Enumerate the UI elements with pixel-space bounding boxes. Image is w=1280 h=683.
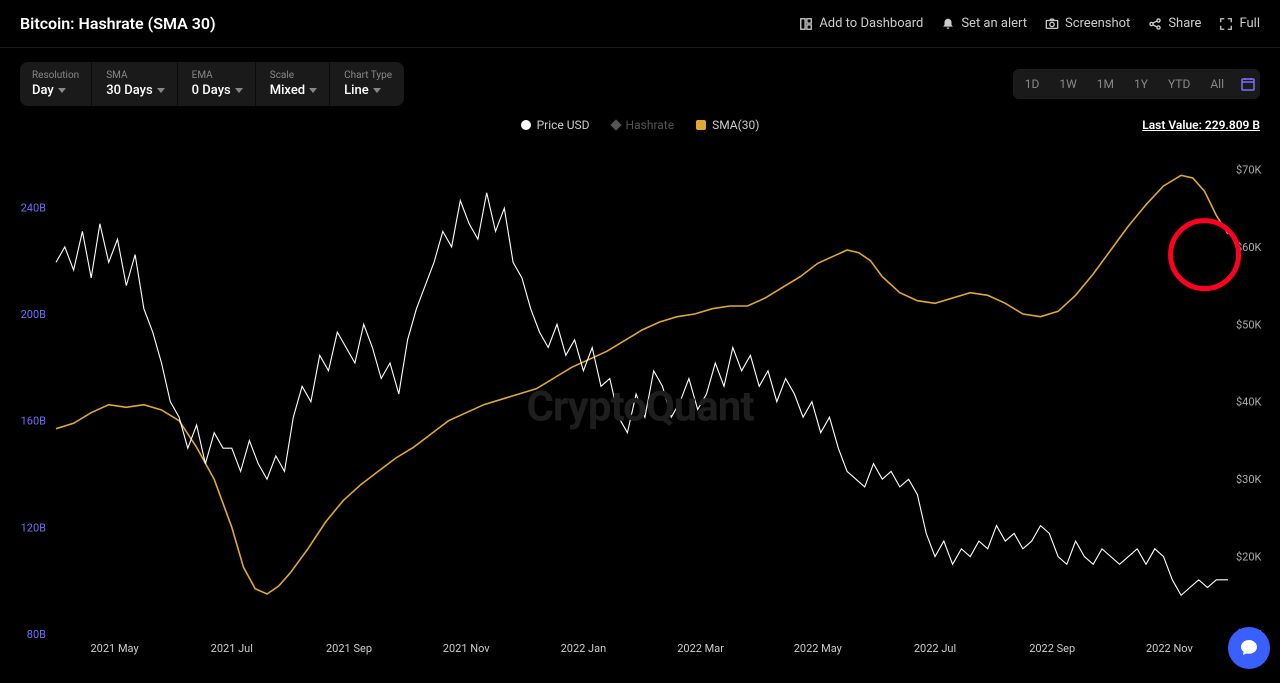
header: Bitcoin: Hashrate (SMA 30) Add to Dashbo… bbox=[0, 0, 1280, 48]
set-alert-button[interactable]: Set an alert bbox=[941, 16, 1027, 31]
svg-text:2021 May: 2021 May bbox=[91, 642, 140, 655]
chevron-down-icon bbox=[309, 88, 317, 93]
svg-text:160B: 160B bbox=[21, 415, 47, 428]
chart-type-value: Line bbox=[344, 83, 369, 98]
svg-text:200B: 200B bbox=[21, 308, 47, 321]
chart-area[interactable]: CryptoQuant 80B120B160B200B240B$10K$20K$… bbox=[0, 134, 1280, 679]
svg-text:2021 Nov: 2021 Nov bbox=[443, 642, 490, 655]
legend-sma-label: SMA(30) bbox=[712, 118, 759, 132]
header-actions: Add to Dashboard Set an alert Screenshot… bbox=[799, 16, 1260, 31]
svg-text:$20K: $20K bbox=[1236, 551, 1262, 564]
svg-text:$50K: $50K bbox=[1236, 318, 1262, 331]
legend-hashrate-label: Hashrate bbox=[626, 118, 675, 132]
sma-label: SMA bbox=[106, 70, 164, 81]
chevron-down-icon bbox=[157, 88, 165, 93]
calendar-icon[interactable] bbox=[1240, 76, 1256, 92]
add-to-dashboard-button[interactable]: Add to Dashboard bbox=[799, 16, 923, 31]
resolution-dropdown[interactable]: Resolution Day bbox=[20, 62, 92, 106]
legend-hashrate[interactable]: Hashrate bbox=[612, 118, 675, 132]
svg-text:240B: 240B bbox=[21, 201, 47, 214]
svg-text:120B: 120B bbox=[21, 521, 47, 534]
resolution-label: Resolution bbox=[32, 70, 79, 81]
svg-text:$30K: $30K bbox=[1236, 473, 1262, 486]
svg-text:2022 Sep: 2022 Sep bbox=[1029, 642, 1075, 655]
add-to-dashboard-label: Add to Dashboard bbox=[819, 16, 923, 31]
chart-type-label: Chart Type bbox=[344, 70, 392, 81]
chat-icon bbox=[1239, 638, 1259, 658]
fullscreen-button[interactable]: Full bbox=[1219, 16, 1260, 31]
camera-icon bbox=[1045, 17, 1059, 31]
range-ytd[interactable]: YTD bbox=[1160, 73, 1198, 95]
svg-text:2022 Jul: 2022 Jul bbox=[914, 642, 956, 655]
svg-text:2021 Sep: 2021 Sep bbox=[326, 642, 372, 655]
legend-sma[interactable]: SMA(30) bbox=[696, 118, 759, 132]
legend-price[interactable]: Price USD bbox=[521, 118, 590, 132]
legend: Price USD Hashrate SMA(30) Last Value: 2… bbox=[0, 114, 1280, 134]
last-value: Last Value: 229.809 B bbox=[1142, 118, 1260, 132]
toolbar: Resolution Day SMA 30 Days EMA 0 Days Sc… bbox=[0, 48, 1280, 114]
svg-text:2022 Mar: 2022 Mar bbox=[677, 642, 724, 655]
legend-square-icon bbox=[696, 120, 706, 130]
range-1d[interactable]: 1D bbox=[1017, 73, 1048, 95]
dashboard-icon bbox=[799, 17, 813, 31]
sma-value: 30 Days bbox=[106, 83, 152, 98]
svg-text:2022 Jan: 2022 Jan bbox=[561, 642, 607, 655]
chart-type-dropdown[interactable]: Chart Type Line bbox=[332, 62, 404, 106]
share-label: Share bbox=[1168, 16, 1201, 31]
bell-icon bbox=[941, 17, 955, 31]
range-1y[interactable]: 1Y bbox=[1126, 73, 1156, 95]
chevron-down-icon bbox=[58, 88, 66, 93]
scale-dropdown[interactable]: Scale Mixed bbox=[258, 62, 330, 106]
sma-dropdown[interactable]: SMA 30 Days bbox=[94, 62, 177, 106]
share-icon bbox=[1148, 17, 1162, 31]
scale-value: Mixed bbox=[270, 83, 305, 98]
fullscreen-label: Full bbox=[1239, 16, 1260, 31]
svg-text:$40K: $40K bbox=[1236, 396, 1262, 409]
range-1m[interactable]: 1M bbox=[1089, 73, 1122, 95]
svg-text:2022 Nov: 2022 Nov bbox=[1146, 642, 1193, 655]
screenshot-label: Screenshot bbox=[1065, 16, 1130, 31]
share-button[interactable]: Share bbox=[1148, 16, 1201, 31]
resolution-value: Day bbox=[32, 83, 54, 98]
chat-button[interactable] bbox=[1228, 627, 1270, 669]
svg-text:$70K: $70K bbox=[1236, 163, 1262, 176]
ema-value: 0 Days bbox=[192, 83, 231, 98]
svg-text:2021 Jul: 2021 Jul bbox=[211, 642, 253, 655]
chevron-down-icon bbox=[373, 88, 381, 93]
ema-dropdown[interactable]: EMA 0 Days bbox=[180, 62, 256, 106]
range-all[interactable]: All bbox=[1202, 73, 1232, 95]
ema-label: EMA bbox=[192, 70, 243, 81]
svg-text:2022 May: 2022 May bbox=[794, 642, 843, 655]
page-title: Bitcoin: Hashrate (SMA 30) bbox=[20, 14, 216, 33]
legend-dot-icon bbox=[521, 120, 531, 130]
chevron-down-icon bbox=[235, 88, 243, 93]
screenshot-button[interactable]: Screenshot bbox=[1045, 16, 1130, 31]
expand-icon bbox=[1219, 17, 1233, 31]
range-1w[interactable]: 1W bbox=[1051, 73, 1084, 95]
range-picker: 1D 1W 1M 1Y YTD All bbox=[1013, 69, 1260, 99]
scale-label: Scale bbox=[270, 70, 317, 81]
chart-controls: Resolution Day SMA 30 Days EMA 0 Days Sc… bbox=[20, 62, 404, 106]
legend-diamond-icon bbox=[610, 119, 621, 130]
set-alert-label: Set an alert bbox=[961, 16, 1027, 31]
legend-price-label: Price USD bbox=[537, 118, 590, 132]
svg-text:80B: 80B bbox=[27, 628, 46, 641]
chart-svg: 80B120B160B200B240B$10K$20K$30K$40K$50K$… bbox=[0, 134, 1280, 679]
